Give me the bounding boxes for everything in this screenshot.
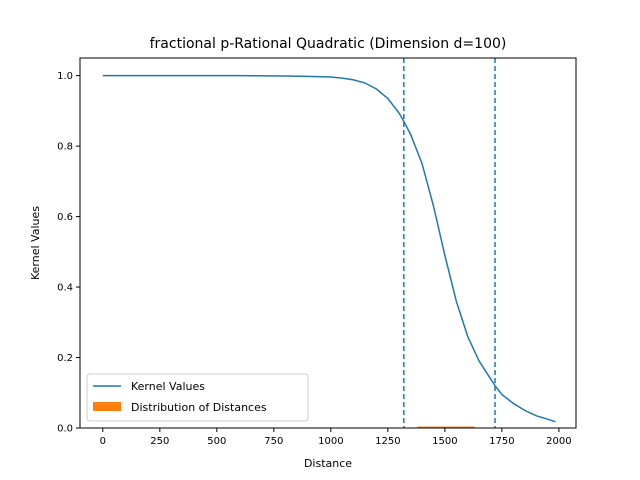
plot-frame [79, 57, 577, 429]
x-tick-label: 250 [150, 436, 169, 447]
y-tick-label: 0.0 [57, 424, 73, 435]
series-line-kernel-values [102, 74, 556, 423]
x-tick-label: 1000 [318, 436, 343, 447]
x-axis-label: Distance [304, 457, 352, 470]
y-tick-label: 0.6 [57, 212, 73, 223]
axis-ticks: 0 250 500 750 1000 1250 1500 1750 2000 0.0 0.2 0.4 0… [57, 71, 572, 447]
x-tick-label: 1750 [489, 436, 514, 447]
legend-label-kernel-values: Kernel Values [131, 380, 205, 393]
y-tick-label: 1.0 [57, 71, 73, 82]
legend: Kernel Values Distribution of Distances [86, 373, 309, 422]
x-tick-label: 0 [100, 436, 106, 447]
legend-box [86, 373, 309, 422]
x-tick-label: 2000 [546, 436, 571, 447]
x-tick-label: 1250 [375, 436, 400, 447]
legend-label-distribution: Distribution of Distances [131, 401, 267, 414]
legend-patch-swatch [93, 402, 121, 411]
y-tick-label: 0.2 [57, 353, 73, 364]
x-tick-label: 1500 [432, 436, 457, 447]
distribution-bar [417, 426, 475, 428]
plot-marks [102, 58, 556, 428]
y-tick-label: 0.4 [57, 283, 73, 294]
x-tick-label: 750 [264, 436, 283, 447]
chart-title: fractional p-Rational Quadratic (Dimensi… [150, 36, 507, 52]
x-tick-label: 500 [207, 436, 226, 447]
y-axis-label: Kernel Values [29, 206, 42, 280]
y-tick-label: 0.8 [57, 142, 73, 153]
